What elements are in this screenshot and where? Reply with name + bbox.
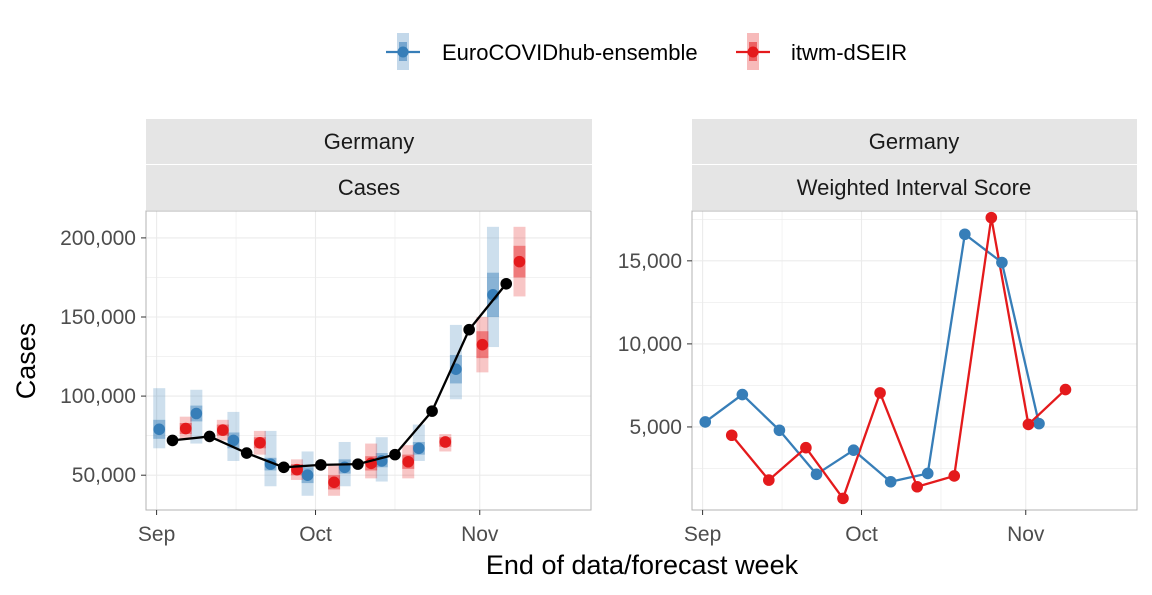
strip-bottom-right <box>692 165 1137 210</box>
plot-area-wis: 5,000 10,000 15,000 Sep Oct Nov <box>618 210 1138 546</box>
x-axis-title: End of data/forecast week <box>486 550 799 580</box>
score-line <box>704 232 1041 484</box>
observed-point <box>352 458 364 470</box>
strip-label-country-left: Germany <box>324 129 414 154</box>
x-tick-label: Sep <box>684 523 721 546</box>
forecast-median-point <box>413 442 425 455</box>
score-point <box>1022 418 1035 431</box>
score-point <box>911 480 923 493</box>
observed-point <box>426 405 438 417</box>
score-point <box>884 475 897 488</box>
x-tick-label: Oct <box>299 523 332 546</box>
strip-label-metric-left: Cases <box>338 175 400 200</box>
score-point <box>996 256 1008 269</box>
score-point <box>763 474 775 486</box>
observed-line <box>172 283 508 469</box>
interval-90 <box>486 226 499 348</box>
score-point <box>699 416 712 428</box>
y-tick-label: 5,000 <box>629 416 682 439</box>
x-tick-label: Sep <box>138 523 175 546</box>
score-point <box>800 441 812 454</box>
panel-border <box>691 210 1138 511</box>
forecast-median-point <box>328 476 340 489</box>
score-point <box>725 429 738 442</box>
forecast-median-point <box>476 338 489 351</box>
interval-90 <box>153 388 166 449</box>
forecast-median-point <box>254 436 266 449</box>
legend-label-itwm: itwm-dSEIR <box>791 40 907 65</box>
panel-cases: Germany Cases 50,000 100,000 150,000 200,00… <box>11 119 592 546</box>
y-tick-label: 100,000 <box>60 385 136 408</box>
strip-bottom-left <box>146 165 592 210</box>
x-tick-label: Nov <box>1007 523 1045 546</box>
strip-label-metric-right: Weighted Interval Score <box>797 175 1031 200</box>
score-point <box>1059 383 1072 396</box>
forecast-median-point <box>179 422 192 435</box>
score-line <box>730 217 1067 501</box>
score-point <box>847 444 860 457</box>
forecast-median-point <box>402 455 415 468</box>
score-point <box>921 467 934 480</box>
legend: EuroCOVIDhub-ensemble itwm-dSEIR <box>386 33 907 70</box>
score-point <box>985 211 998 224</box>
panel-wis: Germany Weighted Interval Score 5,000 10,… <box>618 119 1138 546</box>
score-point <box>959 228 971 241</box>
x-tick-label: Nov <box>461 523 499 546</box>
forecast-median-point <box>227 434 240 447</box>
panel-border <box>145 210 592 511</box>
legend-key-itwm <box>736 33 770 70</box>
score-point <box>773 424 786 437</box>
forecast-median-point <box>153 423 166 436</box>
interval-90 <box>449 324 462 400</box>
score-point <box>874 387 886 399</box>
score-point <box>1033 417 1045 430</box>
observed-point <box>277 461 290 474</box>
observed-point <box>500 277 513 290</box>
forecast-median-point <box>301 469 314 481</box>
legend-label-ensemble: EuroCOVIDhub-ensemble <box>442 40 698 65</box>
observed-point <box>203 430 216 443</box>
y-tick-label: 15,000 <box>618 250 682 273</box>
observed-point <box>315 459 327 471</box>
strip-top-left <box>146 119 592 164</box>
strip-top-right <box>692 119 1137 164</box>
y-axis-title: Cases <box>11 323 41 400</box>
forecast-median-point <box>217 424 229 436</box>
score-point <box>948 470 961 482</box>
score-point <box>810 468 823 481</box>
legend-key-ensemble <box>386 33 420 70</box>
y-tick-label: 50,000 <box>72 464 136 487</box>
observed-point <box>389 448 401 461</box>
y-tick-label: 150,000 <box>60 306 136 329</box>
y-tick-label: 10,000 <box>618 333 682 356</box>
observed-point <box>463 323 475 336</box>
score-point <box>736 388 749 401</box>
score-point <box>837 492 849 505</box>
observed-point <box>166 434 179 447</box>
strip-label-country-right: Germany <box>869 129 959 154</box>
forecast-median-point <box>190 407 203 420</box>
plot-area-cases: 50,000 100,000 150,000 200,000 Sep Oct Nov <box>60 210 592 546</box>
observed-point <box>240 447 253 459</box>
forecast-median-point <box>513 255 526 268</box>
y-tick-label: 200,000 <box>60 227 136 250</box>
x-tick-label: Oct <box>845 523 878 546</box>
forecast-median-point <box>439 436 452 448</box>
